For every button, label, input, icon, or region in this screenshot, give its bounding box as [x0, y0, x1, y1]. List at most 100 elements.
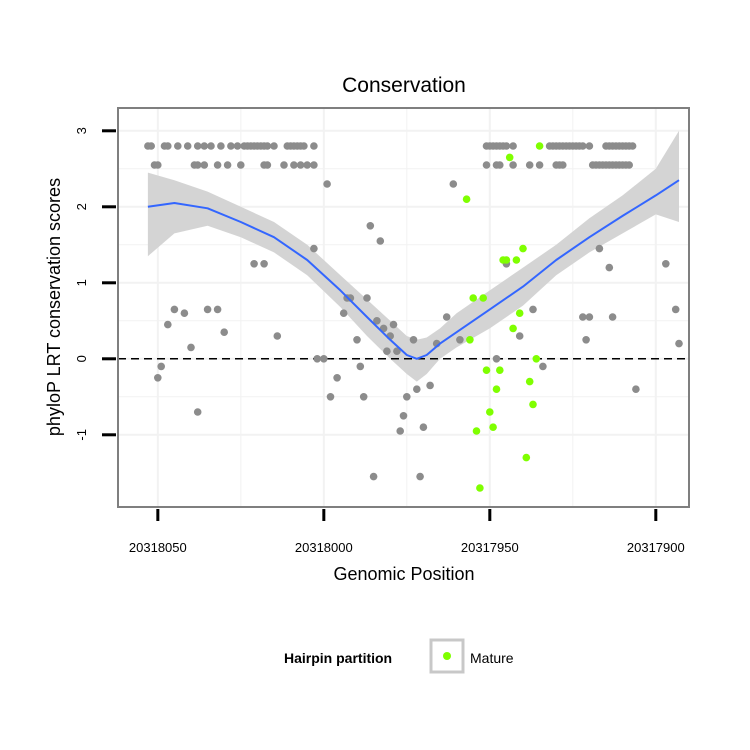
data-point-other — [559, 161, 567, 169]
data-point-other — [273, 332, 282, 340]
data-point-other — [442, 313, 451, 321]
data-point-other — [213, 305, 222, 314]
data-point-other — [585, 313, 594, 321]
x-tick-label: 20317950 — [461, 540, 519, 555]
data-point-other — [200, 161, 209, 169]
data-point-other — [164, 320, 172, 329]
data-point-other — [492, 355, 501, 363]
confidence-band — [147, 130, 679, 382]
x-axis-ticks: 20318050 20318000 20317950 20317900 — [129, 509, 685, 555]
confidence-band-layer — [147, 130, 679, 382]
data-point-mature — [505, 153, 514, 162]
data-point-mature — [489, 423, 497, 432]
data-point-other — [416, 472, 424, 481]
data-point-other — [310, 161, 318, 169]
x-axis-label: Genomic Position — [333, 564, 474, 584]
data-point-other — [193, 142, 202, 150]
data-point-mature — [509, 324, 517, 333]
x-tick-label: 20318050 — [129, 540, 187, 555]
data-point-other — [180, 309, 189, 318]
data-point-other — [482, 161, 491, 169]
panel-background — [118, 108, 689, 507]
data-point-other — [579, 313, 587, 321]
x-tick-label: 20317900 — [627, 540, 685, 555]
data-point-other — [154, 161, 162, 169]
data-point-other — [359, 393, 368, 401]
data-point-other — [628, 142, 637, 150]
data-point-mature — [502, 256, 511, 264]
data-point-other — [303, 161, 312, 169]
data-point-other — [376, 237, 385, 245]
data-point-other — [300, 142, 308, 150]
data-point-other — [323, 180, 331, 188]
data-point-other — [164, 142, 172, 150]
y-tick-label: 3 — [74, 127, 89, 134]
data-point-mature — [476, 484, 484, 492]
data-point-other — [193, 408, 202, 416]
panel-border — [117, 107, 690, 508]
plot-panel — [118, 108, 689, 507]
data-point-other — [585, 142, 594, 150]
data-point-other — [270, 142, 278, 150]
data-point-other — [579, 142, 587, 150]
smooth-line-layer — [147, 179, 680, 360]
data-point-other — [605, 263, 614, 272]
data-point-other — [207, 142, 215, 150]
legend-title: Hairpin partition — [284, 650, 392, 666]
data-point-other — [220, 328, 228, 337]
data-point-other — [535, 161, 544, 169]
data-point-other — [389, 320, 398, 329]
data-point-other — [174, 142, 182, 150]
data-point-other — [363, 294, 371, 302]
data-point-other — [539, 362, 547, 371]
y-axis-ticks: 3 2 1 0 -1 — [74, 127, 116, 441]
data-point-other — [383, 347, 391, 356]
data-point-other — [320, 355, 328, 363]
data-point-other — [509, 142, 517, 150]
data-point-other — [237, 161, 245, 169]
x-tick-label: 20318000 — [295, 540, 353, 555]
data-point-mature — [519, 244, 527, 253]
data-point-other — [369, 472, 378, 481]
data-point-other — [396, 427, 405, 435]
data-point-mature — [479, 294, 488, 302]
data-point-other — [393, 347, 401, 356]
data-point-other — [366, 222, 375, 230]
data-point-other — [217, 142, 225, 150]
data-point-mature — [482, 366, 491, 375]
data-point-other — [339, 309, 348, 318]
data-point-other — [193, 161, 202, 169]
data-point-other — [157, 362, 165, 371]
chart-title: Conservation — [342, 74, 466, 97]
data-point-other — [263, 142, 272, 150]
smooth-line — [147, 179, 680, 360]
data-point-other — [187, 343, 195, 352]
data-point-other — [509, 161, 517, 169]
data-point-other — [170, 305, 179, 314]
data-point-other — [595, 244, 604, 253]
y-tick-label: 2 — [74, 203, 89, 210]
data-point-other — [449, 180, 458, 188]
data-point-other — [515, 332, 524, 340]
data-point-other — [147, 142, 155, 150]
data-point-other — [313, 355, 322, 363]
data-point-other — [373, 317, 381, 325]
data-point-other — [280, 161, 288, 169]
data-point-other — [356, 362, 365, 371]
data-point-other — [296, 161, 305, 169]
data-point-other — [203, 305, 212, 314]
data-point-mature — [466, 336, 474, 344]
data-point-other — [310, 244, 318, 253]
data-point-other — [529, 305, 537, 314]
data-point-other — [399, 412, 408, 420]
data-point-other — [403, 393, 411, 401]
y-tick-label: 1 — [74, 279, 89, 286]
data-point-mature — [462, 195, 471, 203]
legend-label-mature: Mature — [470, 650, 514, 666]
data-point-other — [496, 161, 504, 169]
data-point-other — [409, 336, 418, 344]
data-point-other — [671, 305, 680, 314]
legend: Hairpin partition Mature — [284, 638, 514, 674]
